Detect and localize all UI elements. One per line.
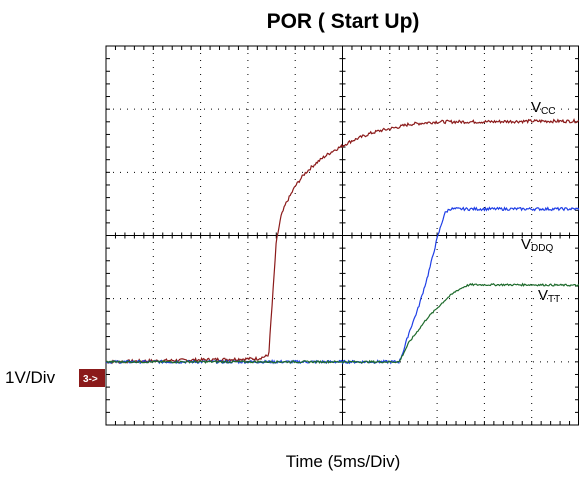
series-label-vcc: VCC bbox=[531, 99, 555, 117]
series-line-vtt bbox=[106, 282, 579, 364]
channel-marker-bg bbox=[79, 369, 105, 387]
x-axis-label: Time (5ms/Div) bbox=[286, 452, 401, 471]
plot-grid bbox=[105, 45, 579, 426]
series-layer bbox=[105, 117, 579, 365]
chart-title: POR ( Start Up) bbox=[267, 10, 420, 33]
channel-marker: 3-> bbox=[83, 374, 98, 385]
series-line-vcc bbox=[105, 117, 579, 365]
y-scale-label: 1V/Div bbox=[5, 368, 56, 387]
series-labels: VCC VDDQ VTT bbox=[521, 99, 560, 305]
series-label-vtt: VTT bbox=[538, 287, 560, 305]
series-label-vddq: VDDQ bbox=[521, 236, 553, 254]
